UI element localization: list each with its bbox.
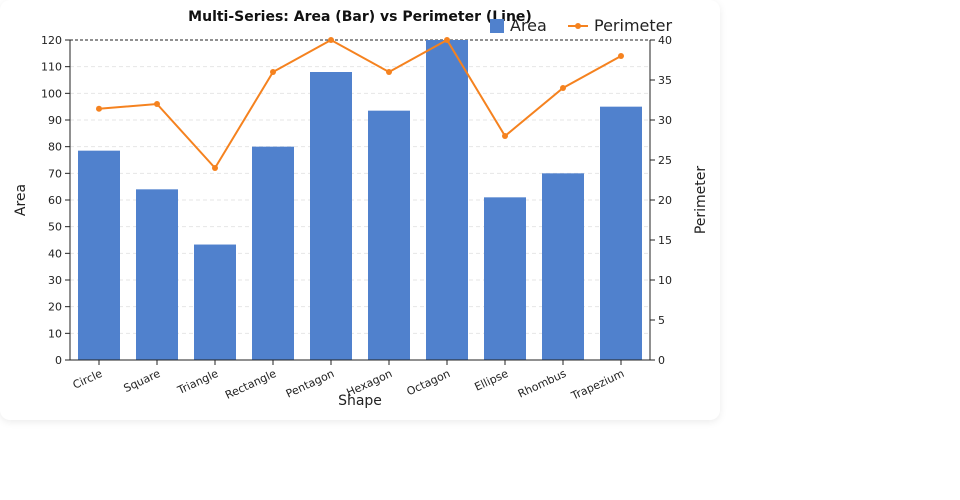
- x-tick-label: Octagon: [405, 367, 453, 398]
- perimeter-point-hexagon: [386, 69, 392, 75]
- y-left-tick-label: 80: [48, 141, 62, 154]
- y-right-tick-label: 40: [658, 34, 672, 47]
- bar-circle: [78, 150, 120, 360]
- legend-area-swatch: [490, 19, 504, 33]
- perimeter-line: [96, 37, 624, 171]
- y-left-tick-label: 20: [48, 301, 62, 314]
- y-axis-right-title: Perimeter: [693, 166, 709, 235]
- x-tick-label: Rectangle: [223, 367, 278, 402]
- y-left-tick-label: 60: [48, 194, 62, 207]
- y-left-tick-label: 40: [48, 247, 62, 260]
- perimeter-point-circle: [96, 105, 102, 112]
- y-right-tick-label: 5: [658, 314, 665, 327]
- y-left-tick-label: 90: [48, 114, 62, 127]
- y-right-tick-label: 25: [658, 154, 672, 167]
- perimeter-point-trapezium: [618, 53, 624, 59]
- bar-ellipse: [484, 197, 526, 360]
- y-right-tick-label: 20: [658, 194, 672, 207]
- y-left-tick-label: 70: [48, 167, 62, 180]
- y-right-tick-label: 10: [658, 274, 672, 287]
- perimeter-point-ellipse: [502, 133, 508, 139]
- x-tick-label: Trapezium: [569, 367, 627, 403]
- x-tick-label: Rhombus: [516, 367, 569, 401]
- y-left-tick-label: 10: [48, 327, 62, 340]
- y-left-tick-label: 110: [41, 61, 62, 74]
- y-right-tick-label: 0: [658, 354, 665, 367]
- y-right-tick-label: 35: [658, 74, 672, 87]
- bar-hexagon: [368, 110, 410, 361]
- x-tick-label: Square: [122, 367, 163, 395]
- y-left-tick-label: 50: [48, 221, 62, 234]
- y-right-tick-label: 30: [658, 114, 672, 127]
- bar-square: [136, 189, 178, 360]
- perimeter-point-octagon: [444, 37, 450, 43]
- perimeter-polyline: [98, 38, 622, 170]
- chart-title: Multi-Series: Area (Bar) vs Perimeter (L…: [188, 9, 532, 25]
- perimeter-point-pentagon: [328, 37, 334, 43]
- bar-rhombus: [542, 173, 584, 360]
- legend-area-label: Area: [510, 16, 547, 35]
- bar-octagon: [426, 40, 468, 360]
- legend-perimeter-label: Perimeter: [594, 16, 672, 35]
- y-left-tick-label: 0: [55, 354, 62, 367]
- perimeter-point-rhombus: [560, 85, 566, 91]
- bar-pentagon: [310, 72, 352, 360]
- legend: Area Perimeter: [490, 16, 672, 35]
- perimeter-point-square: [154, 101, 160, 107]
- bar-rectangle: [252, 146, 294, 360]
- y-axis-left-title: Area: [13, 184, 29, 216]
- bar-triangle: [194, 244, 236, 360]
- x-tick-label: Ellipse: [473, 367, 511, 394]
- x-tick-label: Circle: [71, 367, 105, 392]
- x-tick-label: Pentagon: [284, 367, 336, 401]
- x-tick-label: Triangle: [175, 367, 221, 398]
- y-right-tick-label: 15: [658, 234, 672, 247]
- bar-trapezium: [600, 106, 642, 361]
- y-left-tick-label: 100: [41, 87, 62, 100]
- perimeter-point-rectangle: [270, 69, 276, 75]
- chart-svg: Multi-Series: Area (Bar) vs Perimeter (L…: [13, 9, 709, 409]
- legend-perimeter-marker: [575, 23, 581, 29]
- perimeter-point-triangle: [212, 165, 218, 171]
- y-left-tick-label: 30: [48, 274, 62, 287]
- x-axis-title: Shape: [338, 393, 382, 409]
- chart-card: Multi-Series: Area (Bar) vs Perimeter (L…: [13, 9, 709, 409]
- bars: [78, 40, 642, 361]
- y-left-tick-label: 120: [41, 34, 62, 47]
